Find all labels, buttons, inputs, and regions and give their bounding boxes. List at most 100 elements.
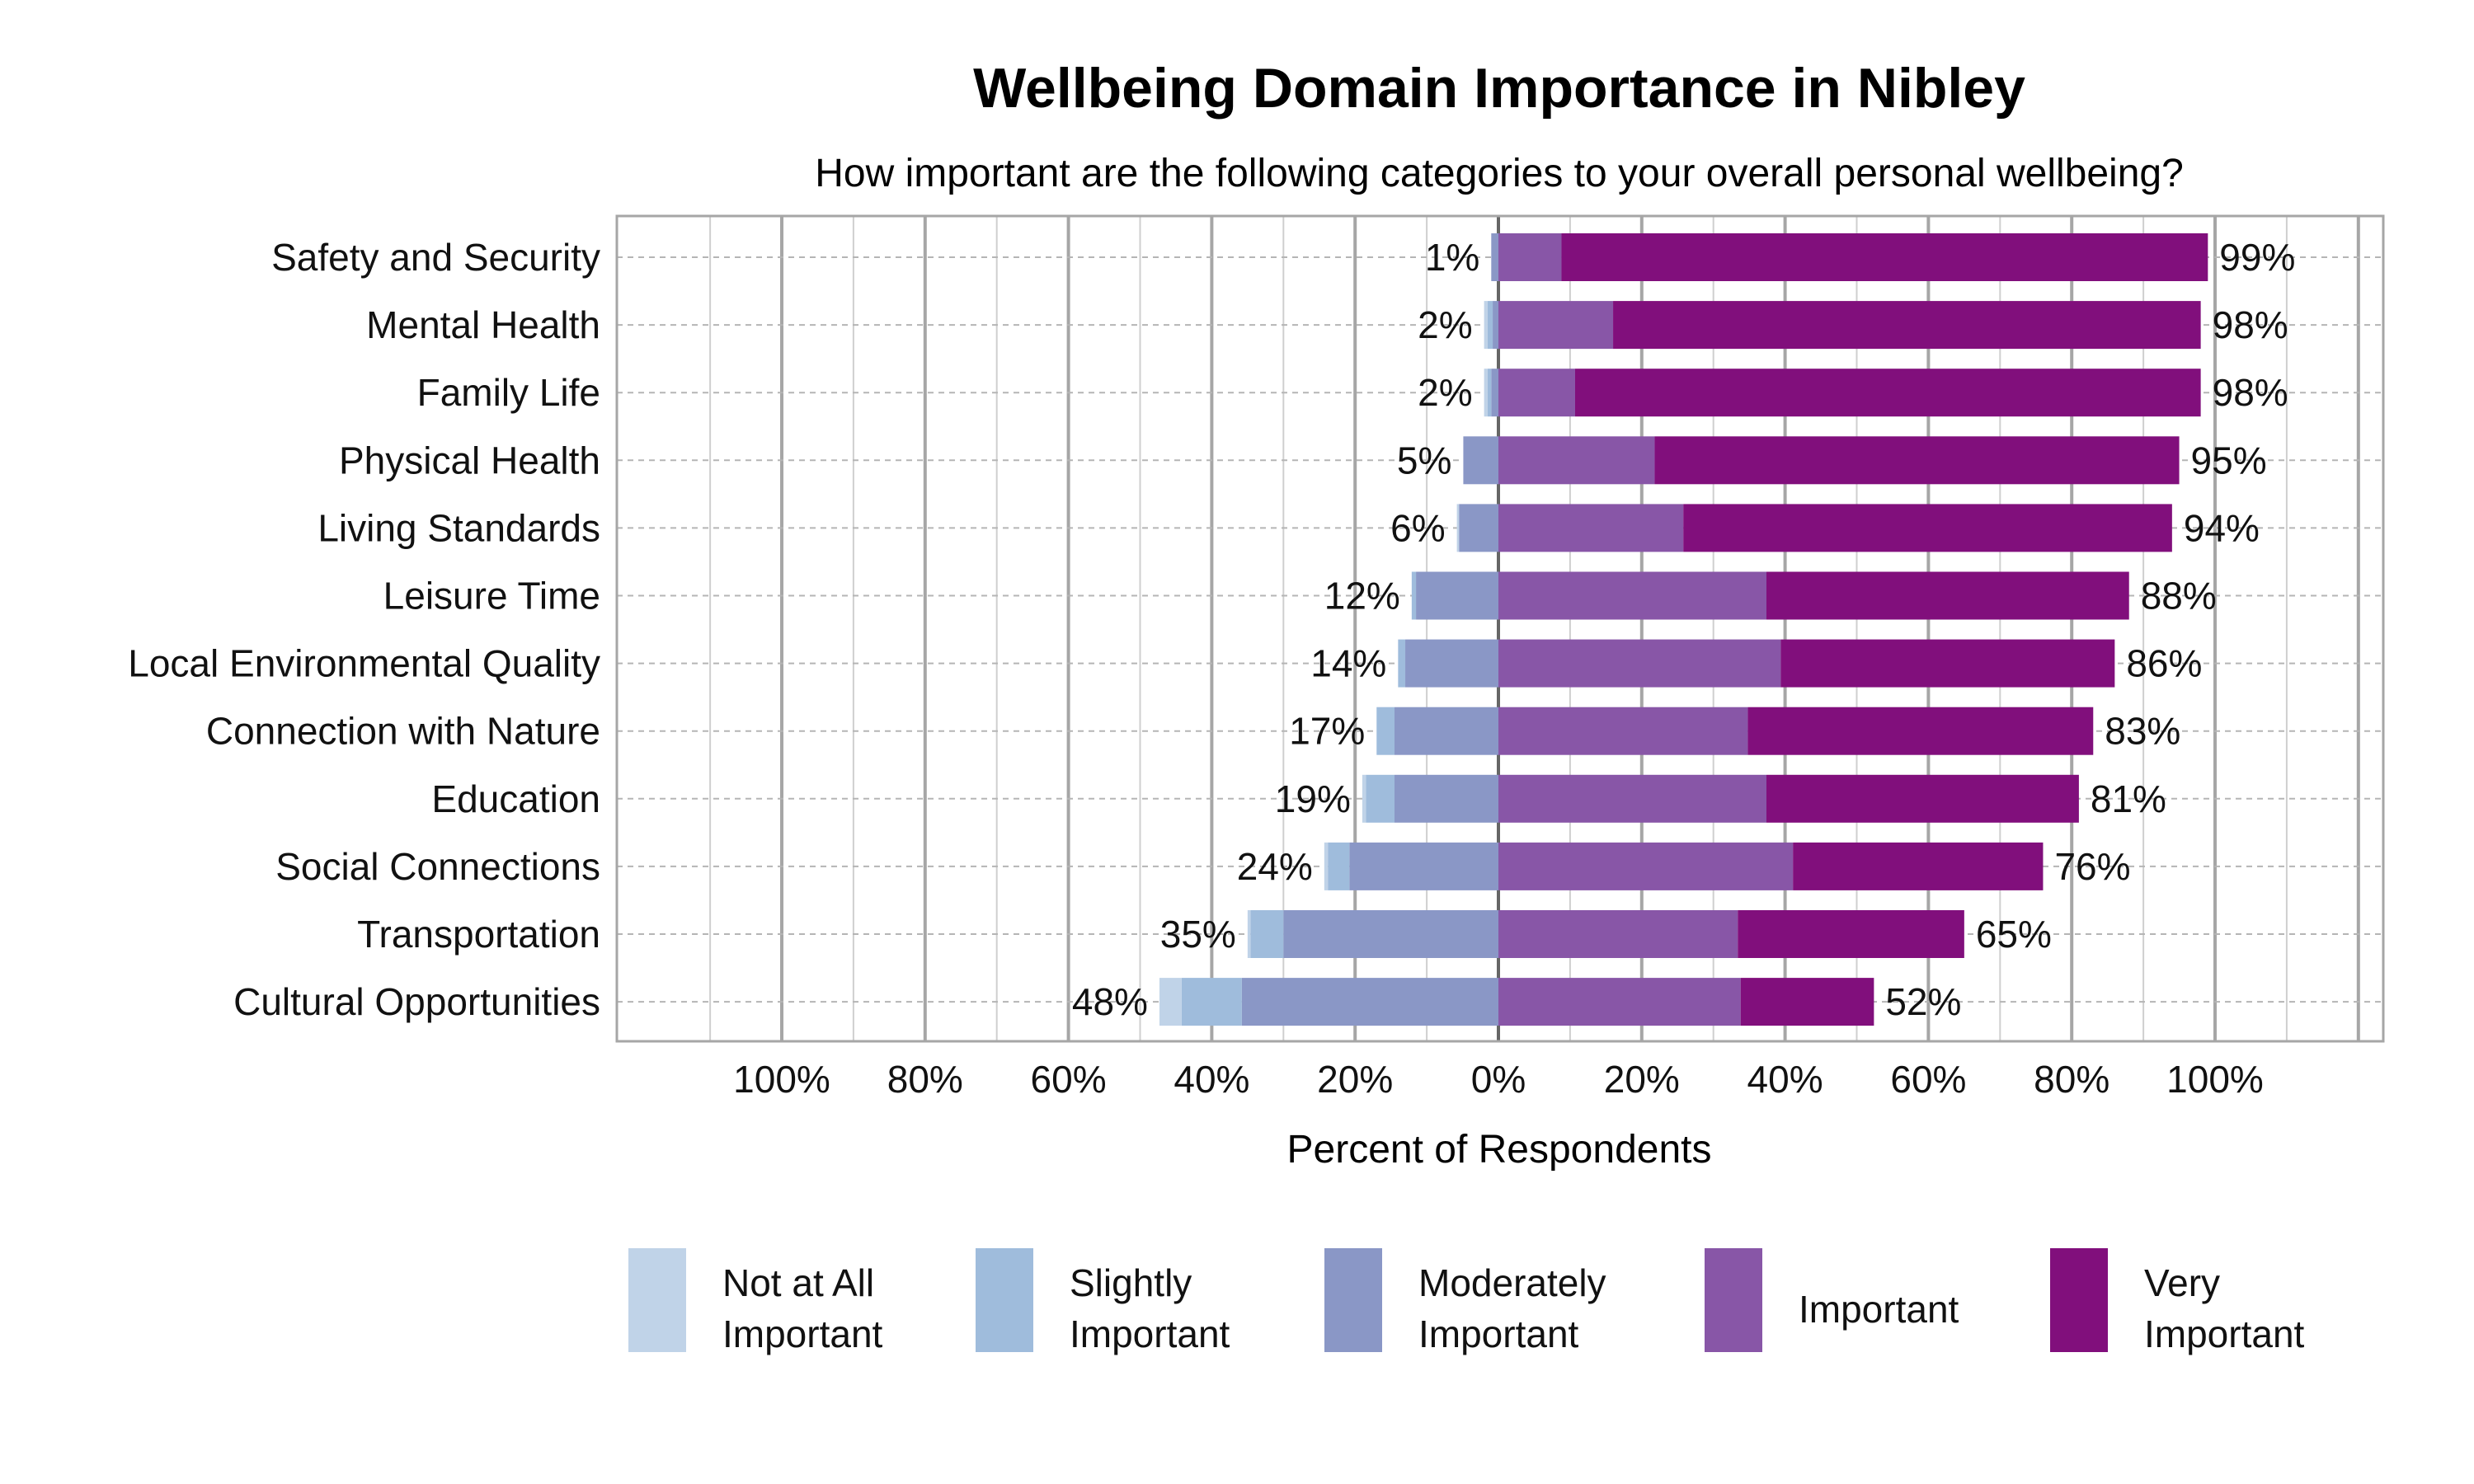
positive-total-label: 88% xyxy=(2141,575,2217,618)
bar-moderately-important xyxy=(1283,910,1498,958)
legend-label: Important xyxy=(2144,1313,2305,1355)
bar-not-at-all-important xyxy=(1324,842,1329,890)
legend-swatch xyxy=(1324,1248,1382,1352)
legend-label: Important xyxy=(1799,1288,1959,1331)
positive-total-label: 98% xyxy=(2213,371,2288,414)
bar-very-important xyxy=(1574,369,2201,417)
negative-total-label: 1% xyxy=(1425,236,1479,279)
bar-important xyxy=(1498,504,1684,552)
bar-important xyxy=(1498,301,1614,350)
x-tick-label: 40% xyxy=(1174,1058,1249,1101)
bar-important xyxy=(1498,639,1781,688)
legend-label: Important xyxy=(1070,1313,1230,1355)
x-tick-label: 100% xyxy=(733,1058,830,1101)
bar-important xyxy=(1498,436,1655,485)
legend-label: Slightly xyxy=(1070,1261,1192,1304)
negative-total-label: 48% xyxy=(1072,980,1148,1023)
legend-swatch xyxy=(2050,1248,2108,1352)
positive-total-label: 99% xyxy=(2219,236,2295,279)
category-label: Connection with Nature xyxy=(206,710,600,753)
positive-total-label: 65% xyxy=(1976,913,2052,956)
category-label: Local Environmental Quality xyxy=(128,642,600,685)
negative-total-label: 5% xyxy=(1397,439,1451,481)
bar-very-important xyxy=(1793,842,2044,890)
bar-very-important xyxy=(1561,233,2208,281)
bar-not-at-all-important xyxy=(1362,774,1366,823)
legend-label: Important xyxy=(1418,1313,1579,1355)
legend-swatch xyxy=(976,1248,1033,1352)
x-tick-label: 80% xyxy=(2034,1058,2109,1101)
bar-important xyxy=(1498,978,1741,1026)
positive-total-label: 83% xyxy=(2105,710,2180,753)
negative-total-label: 12% xyxy=(1324,575,1400,618)
bar-moderately-important xyxy=(1493,301,1498,350)
labels: Safety and Security Mental Health Family L… xyxy=(128,236,2295,1023)
bars xyxy=(1159,233,2208,1026)
legend-swatch xyxy=(1705,1248,1762,1352)
bar-slightly-important xyxy=(1487,369,1492,417)
legend-label: Important xyxy=(722,1313,883,1355)
bar-moderately-important xyxy=(1491,233,1498,281)
bar-slightly-important xyxy=(1398,639,1406,688)
bar-not-at-all-important xyxy=(1159,978,1182,1026)
bar-very-important xyxy=(1766,571,2129,620)
category-label: Education xyxy=(431,777,600,820)
category-label: Mental Health xyxy=(366,303,600,346)
legend-label: Not at All xyxy=(722,1261,874,1304)
bar-slightly-important xyxy=(1411,571,1417,620)
x-tick-label: 60% xyxy=(1890,1058,1966,1101)
bar-not-at-all-important xyxy=(1456,504,1460,552)
bar-not-at-all-important xyxy=(1484,369,1488,417)
x-tick-label: 100% xyxy=(2166,1058,2264,1101)
positive-total-label: 86% xyxy=(2126,642,2202,685)
bar-not-at-all-important xyxy=(1247,910,1251,958)
bar-slightly-important xyxy=(1376,707,1395,755)
bar-important xyxy=(1498,707,1748,755)
bar-slightly-important xyxy=(1328,842,1350,890)
category-label: Safety and Security xyxy=(271,236,600,279)
bar-not-at-all-important xyxy=(1484,301,1488,350)
negative-total-label: 19% xyxy=(1275,777,1351,820)
legend: Not at All Important Slightly Important Mode… xyxy=(628,1248,2305,1355)
bar-very-important xyxy=(1654,436,2180,485)
positive-total-label: 52% xyxy=(1885,980,1961,1023)
bar-moderately-important xyxy=(1394,774,1498,823)
x-tick-label: 20% xyxy=(1604,1058,1680,1101)
bar-important xyxy=(1498,842,1794,890)
bar-moderately-important xyxy=(1349,842,1498,890)
legend-label: Very xyxy=(2144,1261,2220,1304)
chart-title: Wellbeing Domain Importance in Nibley xyxy=(973,57,2025,120)
positive-total-label: 94% xyxy=(2184,506,2260,549)
bar-moderately-important xyxy=(1491,369,1498,417)
bar-very-important xyxy=(1738,910,1964,958)
category-label: Social Connections xyxy=(275,845,600,888)
negative-total-label: 14% xyxy=(1310,642,1386,685)
bar-very-important xyxy=(1683,504,2172,552)
bar-important xyxy=(1498,233,1562,281)
bar-important xyxy=(1498,571,1767,620)
x-axis-label: Percent of Respondents xyxy=(1287,1128,1712,1172)
x-tick-label: 40% xyxy=(1747,1058,1823,1101)
negative-total-label: 2% xyxy=(1418,303,1472,346)
category-label: Cultural Opportunities xyxy=(233,980,600,1023)
negative-total-label: 24% xyxy=(1237,845,1313,888)
bar-important xyxy=(1498,910,1738,958)
negative-total-label: 2% xyxy=(1418,371,1472,414)
positive-total-label: 98% xyxy=(2213,303,2288,346)
negative-total-label: 6% xyxy=(1390,506,1445,549)
bar-very-important xyxy=(1613,301,2201,350)
positive-total-label: 76% xyxy=(2054,845,2130,888)
positive-total-label: 81% xyxy=(2091,777,2166,820)
positive-total-label: 95% xyxy=(2191,439,2267,481)
bar-important xyxy=(1498,774,1767,823)
x-tick-label: 60% xyxy=(1031,1058,1107,1101)
x-tick-label: 0% xyxy=(1471,1058,1526,1101)
legend-swatch xyxy=(628,1248,686,1352)
bar-very-important xyxy=(1740,978,1874,1026)
category-label: Transportation xyxy=(357,913,600,956)
bar-moderately-important xyxy=(1405,639,1498,688)
negative-total-label: 17% xyxy=(1289,710,1365,753)
legend-label: Moderately xyxy=(1418,1261,1606,1304)
bar-slightly-important xyxy=(1250,910,1284,958)
